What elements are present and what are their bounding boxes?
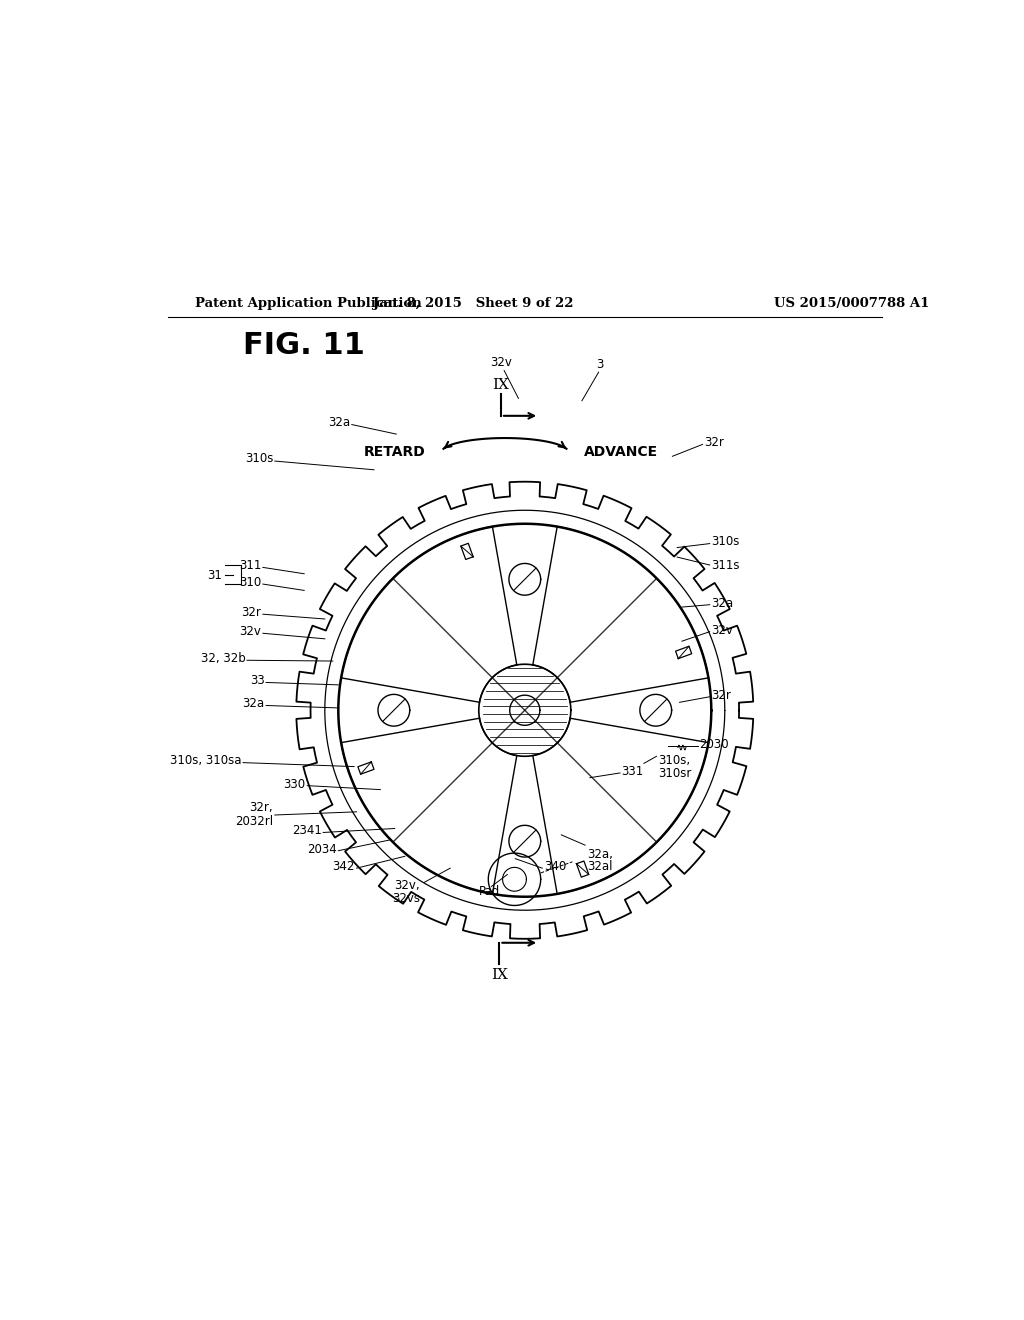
- Text: 310s: 310s: [245, 453, 273, 465]
- Text: 32a: 32a: [328, 416, 350, 429]
- Text: 310s: 310s: [712, 535, 739, 548]
- Text: US 2015/0007788 A1: US 2015/0007788 A1: [774, 297, 930, 310]
- Text: 32r: 32r: [242, 606, 261, 619]
- Text: 2030: 2030: [699, 738, 729, 751]
- Text: 33: 33: [250, 675, 264, 688]
- Text: 32a: 32a: [712, 597, 733, 610]
- Text: Pad: Pad: [478, 884, 500, 898]
- Text: 32v: 32v: [240, 626, 261, 638]
- Text: 3: 3: [596, 358, 603, 371]
- Text: 310s,: 310s,: [658, 754, 690, 767]
- Text: 32vs: 32vs: [392, 892, 420, 906]
- Text: 310: 310: [239, 576, 261, 589]
- Text: 330: 330: [284, 777, 306, 791]
- Text: 32r: 32r: [705, 436, 724, 449]
- Text: 32r: 32r: [712, 689, 731, 702]
- Text: 340: 340: [544, 861, 566, 873]
- Text: 2032rl: 2032rl: [236, 814, 273, 828]
- Text: 31: 31: [207, 569, 221, 582]
- Text: 2034: 2034: [307, 842, 337, 855]
- Text: IX: IX: [493, 378, 509, 392]
- Text: 311s: 311s: [712, 558, 739, 572]
- Text: 32v: 32v: [712, 623, 733, 636]
- Text: 32al: 32al: [587, 861, 612, 874]
- Text: Patent Application Publication: Patent Application Publication: [196, 297, 422, 310]
- Text: ADVANCE: ADVANCE: [585, 445, 658, 459]
- Text: 331: 331: [622, 764, 644, 777]
- Text: 2341: 2341: [292, 825, 322, 837]
- Text: 32, 32b: 32, 32b: [201, 652, 246, 665]
- Text: 32v: 32v: [490, 356, 512, 370]
- Text: FIG. 11: FIG. 11: [243, 331, 365, 359]
- Text: Jan. 8, 2015   Sheet 9 of 22: Jan. 8, 2015 Sheet 9 of 22: [373, 297, 573, 310]
- Text: RETARD: RETARD: [364, 445, 426, 459]
- Text: 32a: 32a: [243, 697, 264, 710]
- Text: 32v,: 32v,: [394, 879, 420, 892]
- Text: 310s, 310sa: 310s, 310sa: [170, 754, 242, 767]
- Text: 310sr: 310sr: [658, 767, 691, 780]
- Text: 32a,: 32a,: [587, 847, 612, 861]
- Text: IX: IX: [490, 968, 508, 982]
- Text: 32r,: 32r,: [250, 801, 273, 814]
- Text: 342: 342: [333, 861, 355, 873]
- Text: 311: 311: [239, 558, 261, 572]
